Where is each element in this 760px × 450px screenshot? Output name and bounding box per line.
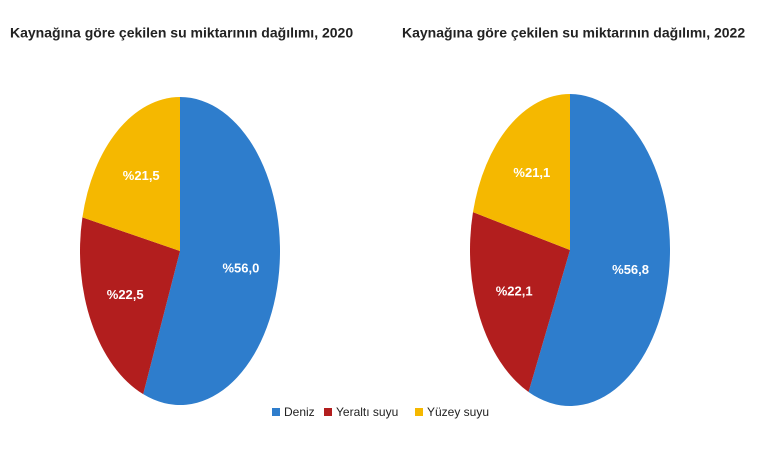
legend-label: Yeraltı suyu — [336, 405, 398, 419]
legend-swatch — [272, 408, 280, 416]
value-label: %56,8 — [612, 262, 649, 277]
value-label: %22,5 — [107, 287, 144, 302]
legend-label: Deniz — [284, 405, 315, 419]
chart-title: Kaynağına göre çekilen su miktarının dağ… — [402, 25, 745, 41]
legend-swatch — [324, 408, 332, 416]
chart-title: Kaynağına göre çekilen su miktarının dağ… — [10, 25, 353, 41]
pie-slice — [80, 217, 180, 395]
pie-slice — [82, 97, 180, 251]
value-label: %21,5 — [123, 168, 160, 183]
value-label: %22,1 — [496, 283, 533, 298]
pie-slice — [470, 212, 570, 392]
pie-slice — [528, 94, 671, 407]
legend-swatch — [415, 408, 423, 416]
value-label: %56,0 — [222, 260, 259, 275]
pie-slice — [143, 97, 280, 405]
value-label: %21,1 — [513, 165, 550, 180]
pie-slice — [472, 94, 570, 250]
legend-label: Yüzey suyu — [427, 405, 489, 419]
